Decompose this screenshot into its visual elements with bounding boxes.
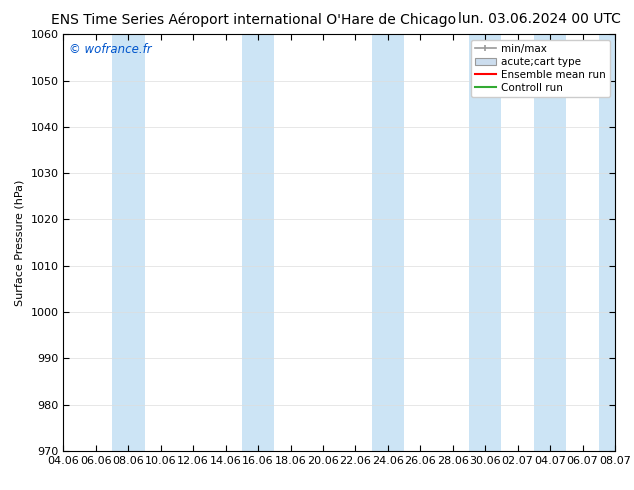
Bar (112, 34, 145, 451)
Bar (534, 34, 566, 451)
Bar (598, 34, 631, 451)
Text: © wofrance.fr: © wofrance.fr (69, 43, 152, 56)
Text: ENS Time Series Aéroport international O'Hare de Chicago: ENS Time Series Aéroport international O… (51, 12, 456, 27)
Legend: min/max, acute;cart type, Ensemble mean run, Controll run: min/max, acute;cart type, Ensemble mean … (470, 40, 610, 97)
Y-axis label: Surface Pressure (hPa): Surface Pressure (hPa) (15, 179, 25, 306)
Bar (372, 34, 404, 451)
Bar (242, 34, 275, 451)
Bar (469, 34, 501, 451)
Text: lun. 03.06.2024 00 UTC: lun. 03.06.2024 00 UTC (458, 12, 621, 26)
